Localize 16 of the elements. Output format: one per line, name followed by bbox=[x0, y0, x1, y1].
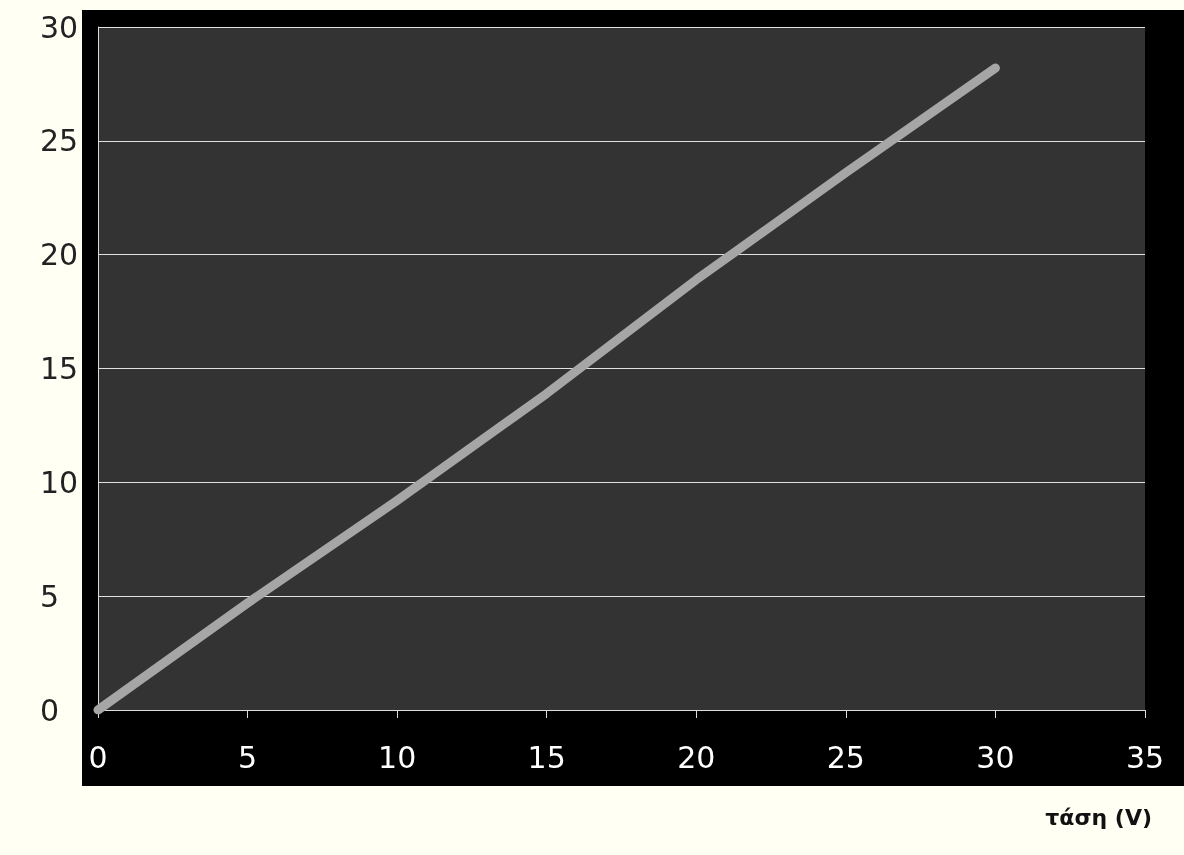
x-axis-title: τάση (V) bbox=[1045, 804, 1152, 830]
y-tick-label: 10 bbox=[40, 464, 79, 500]
y-tick-label: 0 bbox=[40, 692, 60, 728]
y-tick-label: 25 bbox=[40, 123, 79, 159]
x-tick-label: 0 bbox=[88, 739, 108, 775]
y-tick-label: 5 bbox=[40, 578, 60, 614]
x-tick-label: 15 bbox=[527, 739, 566, 775]
x-tick-label: 35 bbox=[1125, 739, 1165, 775]
x-tick-label: 25 bbox=[826, 739, 865, 775]
y-tick-label: 20 bbox=[40, 237, 79, 273]
x-tick-label: 10 bbox=[378, 739, 417, 775]
y-tick-label: 15 bbox=[40, 351, 79, 386]
x-tick-label: 20 bbox=[677, 739, 716, 775]
y-tick-label: 30 bbox=[40, 9, 79, 45]
x-tick-label: 5 bbox=[238, 739, 258, 775]
x-tick-label: 30 bbox=[976, 739, 1015, 775]
